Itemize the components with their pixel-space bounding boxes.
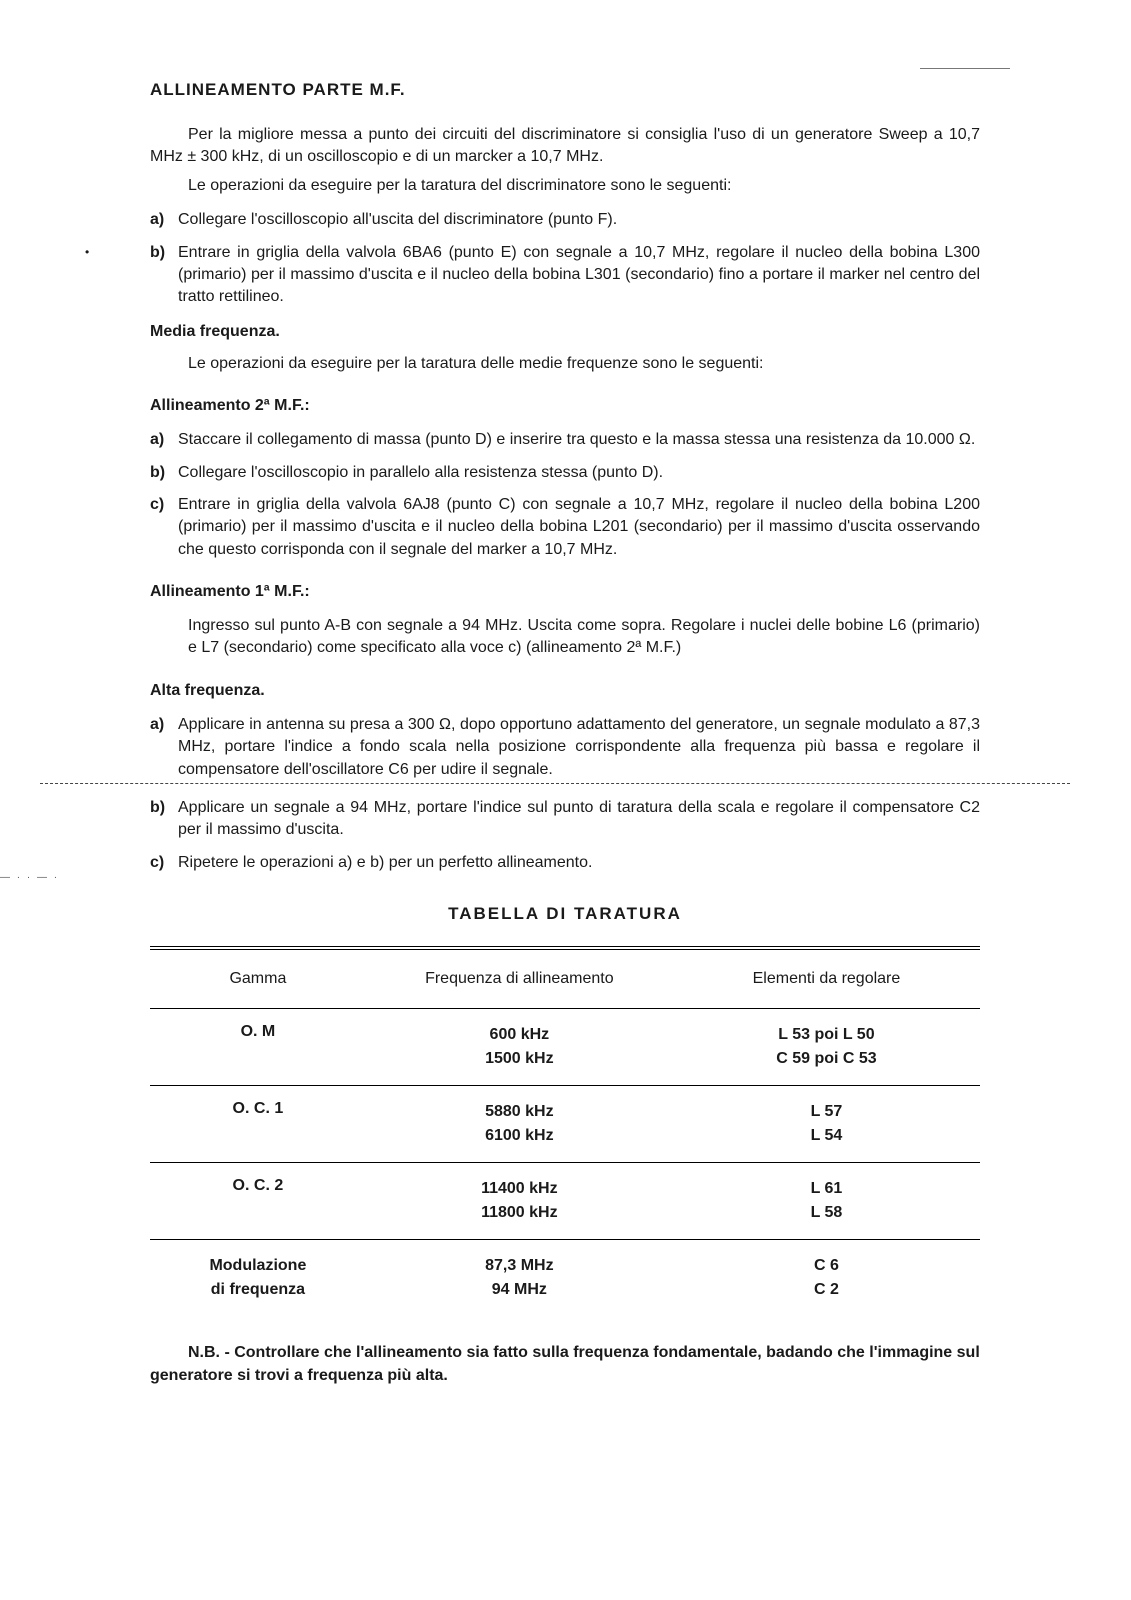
top-right-rule: [920, 68, 1010, 69]
discrim-a: Collegare l'oscilloscopio all'uscita del…: [178, 209, 980, 231]
alta-list: a) Applicare in antenna su presa a 300 Ω…: [150, 714, 980, 874]
mf2-c: Entrare in griglia della valvola 6AJ8 (p…: [178, 494, 980, 561]
mf1-head: Allineamento 1ª M.F.:: [150, 583, 980, 601]
elem-1: C 59 poi C 53: [685, 1047, 968, 1071]
alta-head: Alta frequenza.: [150, 682, 980, 700]
freq-1: 1500 kHz: [378, 1047, 661, 1071]
discriminator-list: a) Collegare l'oscilloscopio all'uscita …: [150, 209, 980, 309]
alta-c: Ripetere le operazioni a) e b) per un pe…: [178, 852, 980, 874]
mf2-b: Collegare l'oscilloscopio in parallelo a…: [178, 462, 980, 484]
freq-1: 6100 kHz: [378, 1124, 661, 1148]
note: N.B. - Controllare che l'allineamento si…: [150, 1342, 980, 1387]
td-freq: 11400 kHz 11800 kHz: [366, 1163, 673, 1240]
gamma-val: O. C. 2: [233, 1177, 284, 1194]
discrim-b: Entrare in griglia della valvola 6BA6 (p…: [178, 242, 980, 309]
td-gamma: O. C. 2: [150, 1163, 366, 1240]
list-item: b) Applicare un segnale a 94 MHz, portar…: [150, 797, 980, 842]
note-text: N.B. - Controllare che l'allineamento si…: [150, 1344, 980, 1383]
list-item: b) Collegare l'oscilloscopio in parallel…: [150, 462, 980, 484]
li-marker-b: b): [150, 242, 178, 309]
list-item: c) Entrare in griglia della valvola 6AJ8…: [150, 494, 980, 561]
li-marker-a: a): [150, 429, 178, 451]
freq-0: 600 kHz: [378, 1023, 661, 1047]
td-freq: 87,3 MHz 94 MHz: [366, 1240, 673, 1311]
list-item: a) Applicare in antenna su presa a 300 Ω…: [150, 714, 980, 781]
doc-title: ALLINEAMENTO PARTE M.F.: [150, 80, 980, 100]
freq-0: 5880 kHz: [378, 1100, 661, 1124]
left-margin-smudge: — · · — ·: [0, 872, 59, 883]
td-gamma: O. C. 1: [150, 1086, 366, 1163]
list-item: a) Collegare l'oscilloscopio all'uscita …: [150, 209, 980, 231]
li-marker-c: c): [150, 852, 178, 874]
list-item: c) Ripetere le operazioni a) e b) per un…: [150, 852, 980, 874]
elem-1: L 58: [685, 1201, 968, 1225]
calibration-table: Gamma Frequenza di allineamento Elementi…: [150, 946, 980, 1310]
mf2-list: a) Staccare il collegamento di massa (pu…: [150, 429, 980, 561]
dashed-rule: [40, 783, 1070, 784]
th-elem: Elementi da regolare: [673, 948, 980, 1009]
elem-0: C 6: [685, 1254, 968, 1278]
td-elem: C 6 C 2: [673, 1240, 980, 1311]
freq-1: 11800 kHz: [378, 1201, 661, 1225]
td-elem: L 57 L 54: [673, 1086, 980, 1163]
td-freq: 5880 kHz 6100 kHz: [366, 1086, 673, 1163]
list-item: b) Entrare in griglia della valvola 6BA6…: [150, 242, 980, 309]
document-page: • — · · — · ALLINEAMENTO PARTE M.F. Per …: [150, 80, 980, 1387]
intro-p1: Per la migliore messa a punto dei circui…: [150, 124, 980, 169]
elem-1: L 54: [685, 1124, 968, 1148]
table-row: O. C. 1 5880 kHz 6100 kHz L 57 L 54: [150, 1086, 980, 1163]
alta-a: Applicare in antenna su presa a 300 Ω, d…: [178, 714, 980, 781]
th-freq: Frequenza di allineamento: [366, 948, 673, 1009]
mf1-body: Ingresso sul punto A-B con segnale a 94 …: [188, 615, 980, 660]
li-marker-b: b): [150, 797, 178, 842]
td-gamma: Modulazione di frequenza: [150, 1240, 366, 1311]
freq-1: 94 MHz: [378, 1278, 661, 1302]
margin-dot: •: [85, 245, 89, 259]
table-row: O. C. 2 11400 kHz 11800 kHz L 61 L 58: [150, 1163, 980, 1240]
td-freq: 600 kHz 1500 kHz: [366, 1009, 673, 1086]
li-marker-a: a): [150, 714, 178, 781]
table-header-row: Gamma Frequenza di allineamento Elementi…: [150, 948, 980, 1009]
freq-0: 87,3 MHz: [378, 1254, 661, 1278]
gamma-val: O. M: [241, 1023, 276, 1040]
freq-0: 11400 kHz: [378, 1177, 661, 1201]
td-gamma: O. M: [150, 1009, 366, 1086]
elem-0: L 61: [685, 1177, 968, 1201]
elem-0: L 57: [685, 1100, 968, 1124]
gamma-line2: di frequenza: [162, 1278, 354, 1302]
gamma-val: O. C. 1: [233, 1100, 284, 1117]
table-row: O. M 600 kHz 1500 kHz L 53 poi L 50 C 59…: [150, 1009, 980, 1086]
li-marker-c: c): [150, 494, 178, 561]
alta-b: Applicare un segnale a 94 MHz, portare l…: [178, 797, 980, 842]
elem-1: C 2: [685, 1278, 968, 1302]
dashed-rule-row: [150, 783, 980, 785]
table-row: Modulazione di frequenza 87,3 MHz 94 MHz…: [150, 1240, 980, 1311]
th-gamma: Gamma: [150, 948, 366, 1009]
table-title: TABELLA DI TARATURA: [150, 904, 980, 924]
li-marker-b: b): [150, 462, 178, 484]
intro-p2: Le operazioni da eseguire per la taratur…: [150, 175, 980, 197]
elem-0: L 53 poi L 50: [685, 1023, 968, 1047]
media-intro: Le operazioni da eseguire per la taratur…: [150, 353, 980, 375]
media-head: Media frequenza.: [150, 323, 980, 341]
gamma-line1: Modulazione: [162, 1254, 354, 1278]
li-marker-a: a): [150, 209, 178, 231]
table-body: O. M 600 kHz 1500 kHz L 53 poi L 50 C 59…: [150, 1009, 980, 1311]
td-elem: L 61 L 58: [673, 1163, 980, 1240]
mf2-a: Staccare il collegamento di massa (punto…: [178, 429, 980, 451]
list-item: a) Staccare il collegamento di massa (pu…: [150, 429, 980, 451]
mf2-head: Allineamento 2ª M.F.:: [150, 397, 980, 415]
td-elem: L 53 poi L 50 C 59 poi C 53: [673, 1009, 980, 1086]
